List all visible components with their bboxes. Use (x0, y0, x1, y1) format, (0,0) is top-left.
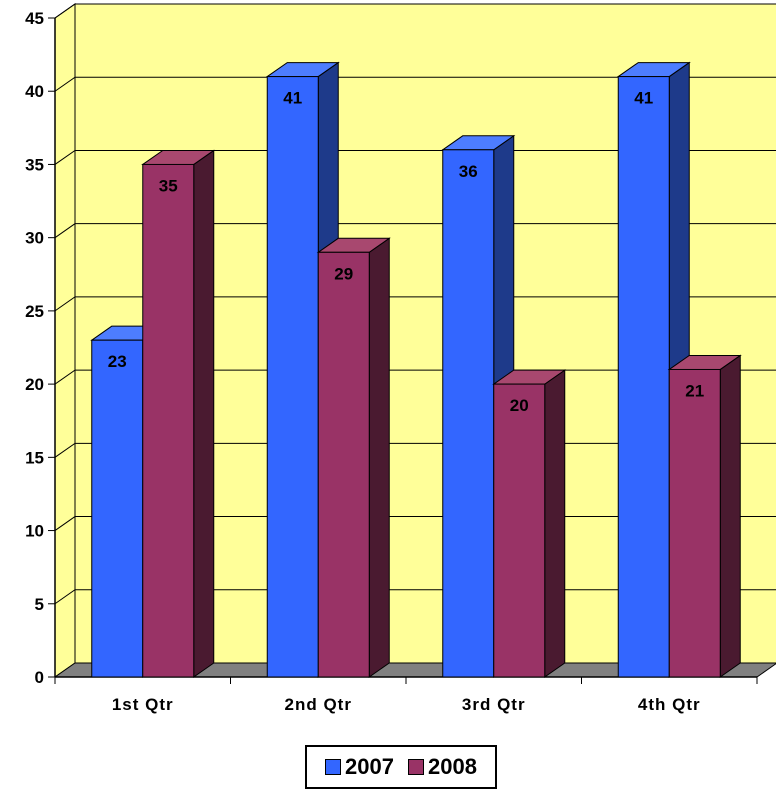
gridline (54, 223, 776, 239)
bar-front (91, 339, 144, 678)
y-tick-label: 40 (25, 82, 44, 101)
legend-swatch-series-2 (408, 759, 424, 775)
legend-swatch-series-1 (325, 759, 342, 775)
y-tick-label: 25 (25, 302, 44, 321)
data-label: 36 (459, 162, 478, 181)
data-label: 21 (685, 381, 704, 400)
y-tick-label: 0 (35, 668, 44, 687)
side-wall (54, 3, 76, 678)
legend-label-series-2: 2008 (428, 754, 477, 779)
bar-side (193, 149, 215, 678)
bar-chart: 0 5 10 15 20 25 30 35 40 45 1st Qtr 2nd Qtr 3rd Qtr… (25, 3, 776, 714)
bar-side (719, 354, 741, 678)
data-label: 41 (634, 89, 653, 108)
x-tick-label: 2nd Qtr (285, 695, 352, 714)
y-tick-label: 15 (25, 448, 44, 467)
y-tick-label: 35 (25, 155, 44, 174)
bar-front (668, 368, 721, 678)
bar-front (442, 149, 495, 678)
bar (667, 354, 742, 678)
bar (141, 149, 216, 678)
data-label: 29 (334, 264, 353, 283)
gridline (54, 3, 776, 19)
gridline (54, 149, 776, 165)
bar (316, 237, 391, 678)
bar-front (617, 76, 670, 678)
y-tick-label: 45 (25, 9, 44, 28)
y-axis-ticks: 0 5 10 15 20 25 30 35 40 45 (25, 9, 55, 687)
legend-label-series-1: 2007 (345, 754, 394, 779)
y-tick-label: 10 (25, 522, 44, 541)
bar (492, 369, 567, 678)
bar-front (493, 383, 546, 678)
y-tick-label: 5 (35, 595, 44, 614)
gridlines (54, 3, 776, 605)
x-tick-label: 1st Qtr (112, 695, 174, 714)
y-tick-label: 30 (25, 229, 44, 248)
bars (90, 61, 742, 678)
bar-front (142, 163, 195, 678)
bar-side (544, 369, 566, 678)
bar-front (266, 76, 319, 678)
x-tick-label: 3rd Qtr (462, 695, 526, 714)
data-label: 41 (283, 89, 302, 108)
data-label: 23 (108, 352, 127, 371)
data-labels: 23 35 41 29 36 20 41 21 (108, 89, 704, 416)
data-label: 20 (510, 396, 529, 415)
bar-side (368, 237, 390, 678)
y-tick-label: 20 (25, 375, 44, 394)
legend-item-series-2: 2008 (408, 754, 477, 780)
legend: 2007 2008 (305, 745, 497, 789)
legend-item-series-1: 2007 (325, 754, 394, 780)
x-tick-label: 4th Qtr (638, 695, 701, 714)
gridline (54, 296, 776, 312)
gridline (54, 76, 776, 92)
bar-front (317, 251, 370, 678)
data-label: 35 (159, 176, 178, 195)
x-axis-ticks: 1st Qtr 2nd Qtr 3rd Qtr 4th Qtr (54, 677, 758, 714)
